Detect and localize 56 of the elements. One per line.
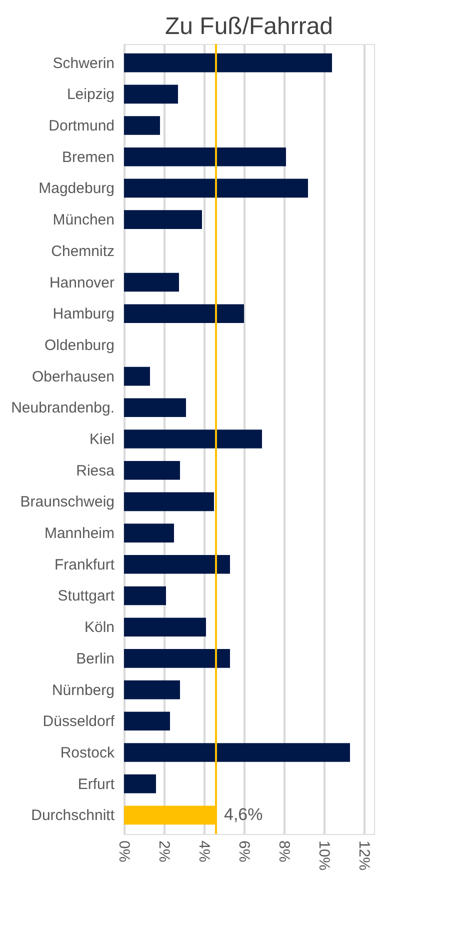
bar (124, 460, 180, 480)
bar (124, 178, 308, 198)
y-tick-label: Riesa (76, 462, 116, 480)
bar (124, 304, 244, 324)
y-tick-label: München (52, 212, 114, 229)
y-tick-label: Erfurt (78, 776, 116, 793)
y-tick-label: Chemnitz (51, 242, 114, 260)
bar (124, 84, 178, 104)
y-tick-label: Köln (84, 619, 114, 636)
bar (124, 743, 350, 762)
y-tick-label: Nürnberg (52, 682, 114, 699)
bar (124, 492, 214, 512)
bar (124, 680, 180, 700)
x-tick-label: 4% (196, 840, 212, 862)
bar (124, 366, 150, 386)
y-tick-label: Magdeburg (38, 180, 114, 198)
y-tick-label: Berlin (76, 650, 114, 668)
bar (124, 272, 179, 292)
x-tick-label: 10% (316, 840, 332, 871)
bar (124, 430, 262, 448)
y-tick-label: Kiel (89, 431, 114, 448)
bar (124, 774, 156, 794)
y-tick-label: Neubrandenbg. (11, 400, 114, 417)
y-tick-label: Oldenburg (44, 336, 114, 354)
bar (124, 618, 206, 636)
y-tick-label: Bremen (62, 148, 114, 166)
x-tick-label: 8% (276, 840, 292, 862)
y-tick-label: Mannheim (44, 525, 114, 542)
x-tick-label: 12% (356, 840, 372, 871)
y-tick-label: Düsseldorf (42, 713, 116, 730)
x-tick-label: 6% (236, 840, 252, 862)
y-tick-label: Braunschweig (20, 494, 114, 511)
y-tick-label: Frankfurt (54, 556, 116, 574)
y-tick-label: Oberhausen (32, 368, 114, 386)
bar (124, 586, 166, 606)
bar (124, 712, 170, 731)
bar (124, 554, 230, 574)
bar (124, 524, 174, 542)
x-tick-label: 0% (116, 840, 132, 862)
chart-title: Zu Fuß/Fahrrad (164, 13, 334, 40)
y-tick-label: Durchschnitt (31, 807, 116, 824)
bar (124, 53, 332, 72)
data-label: 4,6% (224, 805, 263, 824)
bar (124, 210, 202, 229)
y-tick-label: Schwerin (52, 54, 114, 72)
bar (124, 116, 160, 135)
bar (124, 147, 286, 166)
y-tick-label: Leipzig (66, 86, 114, 104)
y-tick-label: Hamburg (52, 306, 114, 323)
bar (124, 649, 230, 668)
y-tick-label: Stuttgart (58, 588, 116, 605)
bar (124, 398, 186, 418)
y-tick-label: Hannover (49, 274, 114, 292)
x-tick-label: 2% (156, 840, 172, 862)
y-tick-label: Dortmund (48, 118, 114, 135)
y-tick-label: Rostock (60, 744, 115, 762)
